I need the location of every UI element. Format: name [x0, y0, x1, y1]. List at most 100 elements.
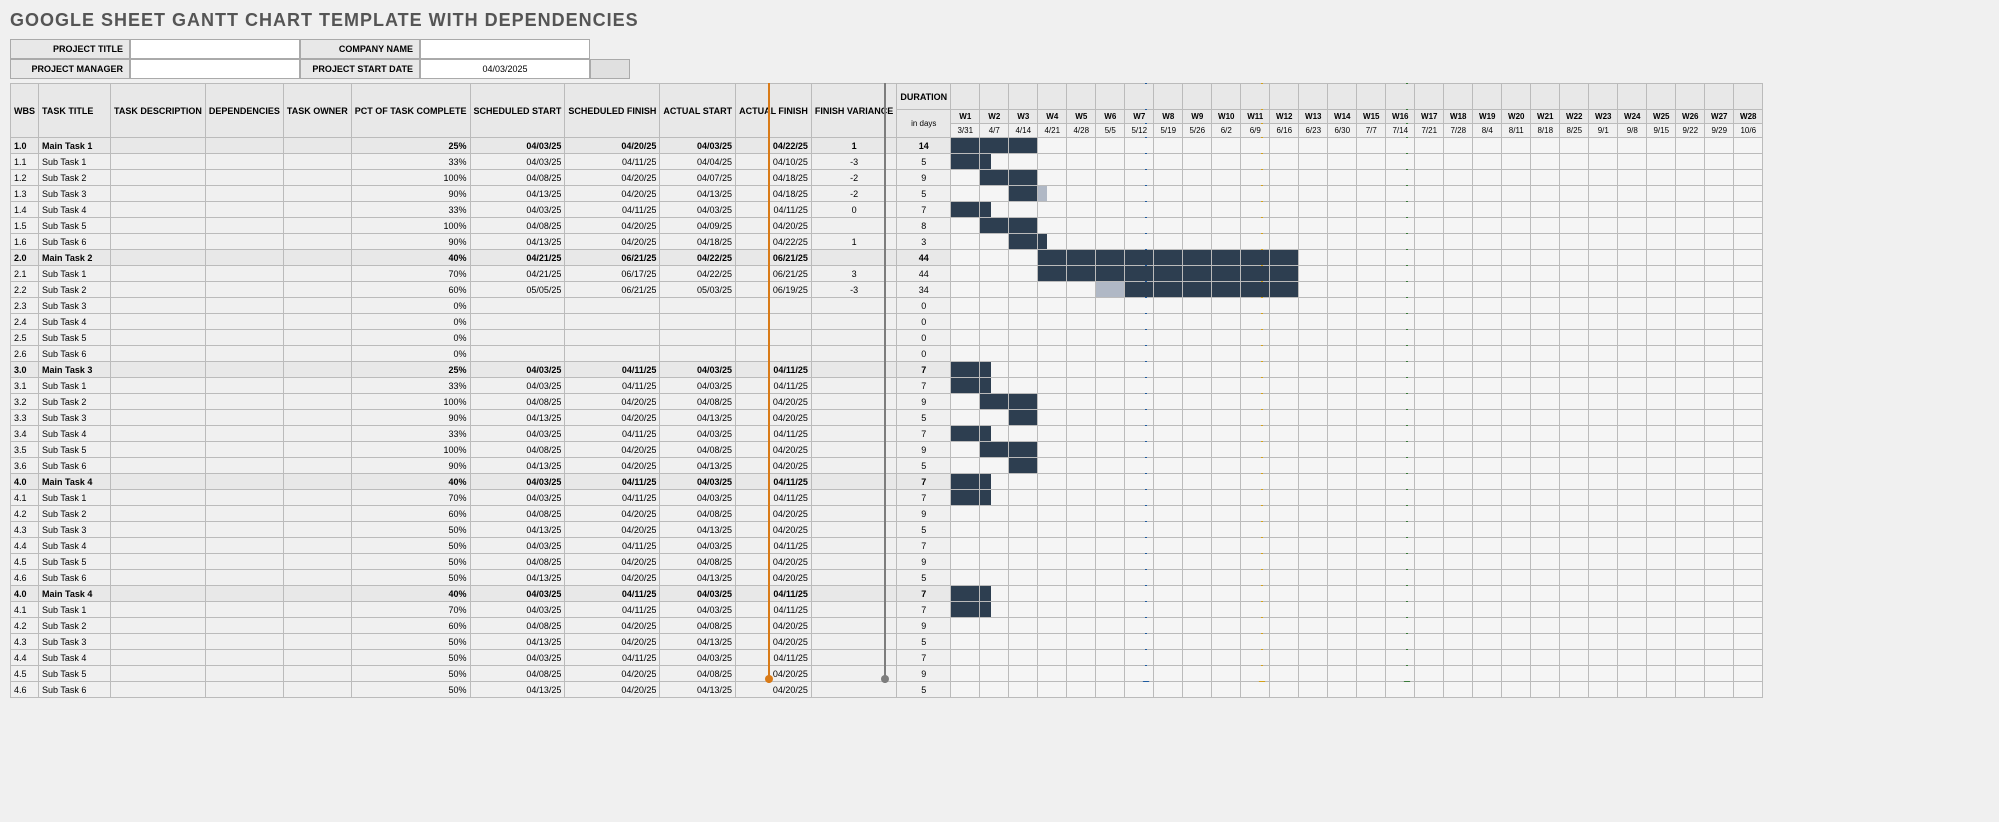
cell-pct[interactable]: 40% [351, 474, 470, 490]
cell-dur[interactable]: 5 [897, 186, 951, 202]
cell-blank[interactable] [111, 666, 206, 682]
cell-blank[interactable] [283, 378, 351, 394]
cell-blank[interactable] [205, 138, 283, 154]
cell-as[interactable] [660, 346, 736, 362]
cell-pct[interactable]: 50% [351, 522, 470, 538]
cell-as[interactable]: 04/07/25 [660, 170, 736, 186]
cell-title[interactable]: Main Task 3 [39, 362, 111, 378]
cell-blank[interactable] [111, 154, 206, 170]
cell-blank[interactable] [205, 202, 283, 218]
cell-var[interactable]: 1 [811, 234, 896, 250]
cell-pct[interactable]: 60% [351, 618, 470, 634]
cell-as[interactable]: 04/08/25 [660, 618, 736, 634]
cell-as[interactable]: 05/03/25 [660, 282, 736, 298]
cell-dur[interactable]: 8 [897, 218, 951, 234]
cell-af[interactable]: 04/11/25 [736, 602, 812, 618]
start-date-input[interactable]: 04/03/2025 [420, 59, 590, 79]
table-row[interactable]: 3.5Sub Task 5100%04/08/2504/20/2504/08/2… [11, 442, 1763, 458]
project-title-input[interactable] [130, 39, 300, 59]
table-row[interactable]: 2.4Sub Task 40%0 [11, 314, 1763, 330]
cell-ss[interactable]: 04/21/25 [470, 250, 565, 266]
cell-dur[interactable]: 5 [897, 154, 951, 170]
cell-sf[interactable]: 04/20/25 [565, 666, 660, 682]
cell-as[interactable]: 04/08/25 [660, 666, 736, 682]
cell-var[interactable] [811, 426, 896, 442]
cell-blank[interactable] [283, 442, 351, 458]
cell-as[interactable] [660, 330, 736, 346]
cell-title[interactable]: Sub Task 2 [39, 170, 111, 186]
cell-var[interactable] [811, 522, 896, 538]
cell-sf[interactable]: 04/11/25 [565, 538, 660, 554]
cell-wbs[interactable]: 4.5 [11, 554, 39, 570]
cell-wbs[interactable]: 4.6 [11, 570, 39, 586]
cell-sf[interactable]: 04/20/25 [565, 410, 660, 426]
cell-var[interactable] [811, 442, 896, 458]
table-row[interactable]: 4.6Sub Task 650%04/13/2504/20/2504/13/25… [11, 570, 1763, 586]
table-row[interactable]: 4.4Sub Task 450%04/03/2504/11/2504/03/25… [11, 538, 1763, 554]
cell-blank[interactable] [111, 426, 206, 442]
cell-dur[interactable]: 9 [897, 170, 951, 186]
cell-blank[interactable] [205, 426, 283, 442]
table-row[interactable]: 1.6Sub Task 690%04/13/2504/20/2504/18/25… [11, 234, 1763, 250]
cell-blank[interactable] [205, 298, 283, 314]
cell-sf[interactable]: 04/11/25 [565, 490, 660, 506]
cell-title[interactable]: Sub Task 2 [39, 282, 111, 298]
cell-blank[interactable] [111, 298, 206, 314]
cell-af[interactable]: 04/20/25 [736, 506, 812, 522]
cell-blank[interactable] [283, 218, 351, 234]
table-row[interactable]: 1.0Main Task 125%04/03/2504/20/2504/03/2… [11, 138, 1763, 154]
cell-dur[interactable]: 44 [897, 250, 951, 266]
cell-sf[interactable]: 04/20/25 [565, 138, 660, 154]
cell-ss[interactable]: 04/13/25 [470, 522, 565, 538]
cell-ss[interactable]: 05/05/25 [470, 282, 565, 298]
cell-pct[interactable]: 70% [351, 602, 470, 618]
cell-pct[interactable]: 33% [351, 426, 470, 442]
cell-blank[interactable] [283, 506, 351, 522]
table-row[interactable]: 3.2Sub Task 2100%04/08/2504/20/2504/08/2… [11, 394, 1763, 410]
cell-var[interactable]: 0 [811, 202, 896, 218]
cell-dur[interactable]: 5 [897, 410, 951, 426]
cell-blank[interactable] [111, 234, 206, 250]
cell-dur[interactable]: 34 [897, 282, 951, 298]
cell-wbs[interactable]: 3.6 [11, 458, 39, 474]
cell-blank[interactable] [283, 234, 351, 250]
cell-wbs[interactable]: 2.5 [11, 330, 39, 346]
cell-blank[interactable] [205, 170, 283, 186]
cell-blank[interactable] [205, 346, 283, 362]
cell-af[interactable]: 06/19/25 [736, 282, 812, 298]
cell-blank[interactable] [283, 170, 351, 186]
cell-var[interactable]: -2 [811, 170, 896, 186]
cell-title[interactable]: Sub Task 1 [39, 154, 111, 170]
cell-as[interactable]: 04/08/25 [660, 554, 736, 570]
cell-blank[interactable] [283, 202, 351, 218]
cell-pct[interactable]: 90% [351, 186, 470, 202]
cell-ss[interactable]: 04/13/25 [470, 682, 565, 698]
cell-blank[interactable] [111, 458, 206, 474]
cell-sf[interactable]: 06/21/25 [565, 282, 660, 298]
cell-sf[interactable] [565, 314, 660, 330]
cell-af[interactable] [736, 298, 812, 314]
cell-title[interactable]: Sub Task 3 [39, 410, 111, 426]
cell-af[interactable] [736, 330, 812, 346]
cell-as[interactable]: 04/13/25 [660, 458, 736, 474]
cell-blank[interactable] [205, 618, 283, 634]
cell-af[interactable]: 04/11/25 [736, 650, 812, 666]
cell-as[interactable]: 04/03/25 [660, 538, 736, 554]
cell-as[interactable]: 04/03/25 [660, 586, 736, 602]
cell-title[interactable]: Main Task 1 [39, 138, 111, 154]
cell-dur[interactable]: 7 [897, 362, 951, 378]
cell-blank[interactable] [205, 362, 283, 378]
cell-sf[interactable]: 04/20/25 [565, 442, 660, 458]
cell-af[interactable]: 04/11/25 [736, 538, 812, 554]
cell-blank[interactable] [111, 490, 206, 506]
cell-wbs[interactable]: 1.0 [11, 138, 39, 154]
cell-wbs[interactable]: 4.1 [11, 602, 39, 618]
cell-blank[interactable] [205, 506, 283, 522]
cell-wbs[interactable]: 2.4 [11, 314, 39, 330]
cell-var[interactable] [811, 666, 896, 682]
cell-af[interactable]: 06/21/25 [736, 250, 812, 266]
cell-blank[interactable] [111, 266, 206, 282]
cell-blank[interactable] [111, 586, 206, 602]
cell-blank[interactable] [283, 298, 351, 314]
cell-blank[interactable] [283, 362, 351, 378]
